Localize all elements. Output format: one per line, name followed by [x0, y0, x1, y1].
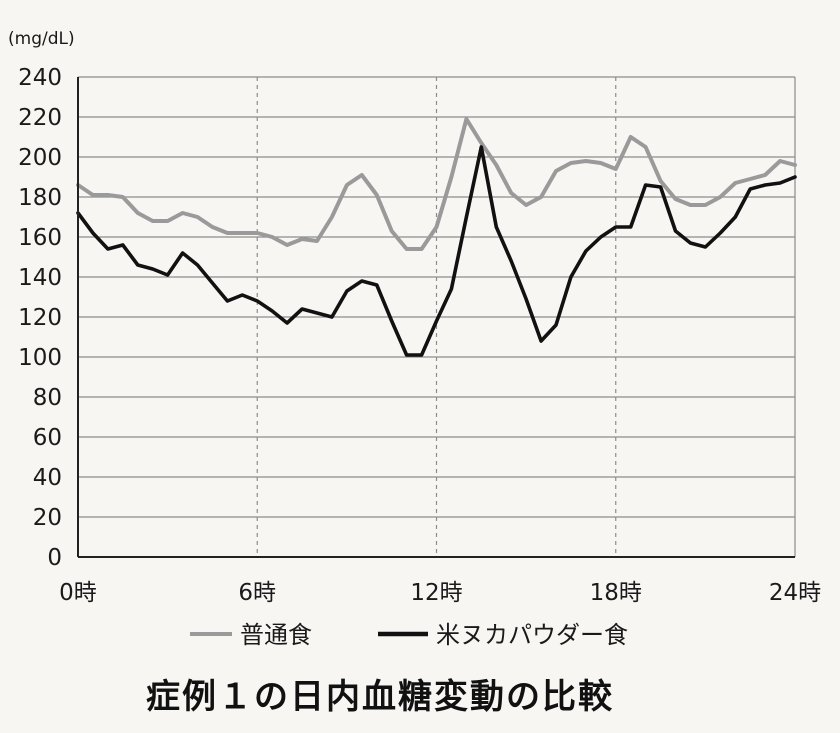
series-line-normal-diet	[76, 117, 797, 251]
chart-title: 症例１の日内血糖変動の比較	[146, 677, 614, 717]
y-tick-label: 40	[33, 465, 62, 491]
y-tick-label: 200	[18, 145, 62, 171]
legend: 普通食 米ヌカパウダー食	[190, 621, 628, 649]
y-tick-label: 160	[18, 225, 62, 251]
y-tick-label: 60	[33, 425, 62, 451]
y-tick-label: 0	[47, 545, 62, 571]
x-tick-label: 18時	[590, 580, 642, 606]
y-tick-label: 100	[18, 345, 62, 371]
legend-label: 米ヌカパウダー食	[436, 621, 628, 649]
y-tick-label: 140	[18, 265, 62, 291]
y-tick-label: 220	[18, 105, 62, 131]
y-tick-label: 240	[18, 65, 62, 91]
legend-label: 普通食	[240, 621, 312, 649]
y-axis: 0 20 40 60 80 100 120 140 160 180 200 220 240	[18, 65, 79, 571]
x-axis: 0時 6時 12時 18時 24時	[59, 556, 821, 606]
x-tick-label: 12時	[410, 580, 462, 606]
y-tick-label: 80	[33, 385, 62, 411]
series-lines	[76, 117, 797, 357]
y-unit-label: (mg/dL)	[8, 29, 75, 49]
x-tick-label: 0時	[59, 580, 97, 606]
y-tick-label: 120	[18, 305, 62, 331]
y-tick-label: 180	[18, 185, 62, 211]
x-tick-label: 24時	[769, 580, 821, 606]
x-tick-label: 6時	[238, 580, 276, 606]
series-line-rice-bran-diet	[76, 145, 797, 357]
y-tick-label: 20	[33, 505, 62, 531]
